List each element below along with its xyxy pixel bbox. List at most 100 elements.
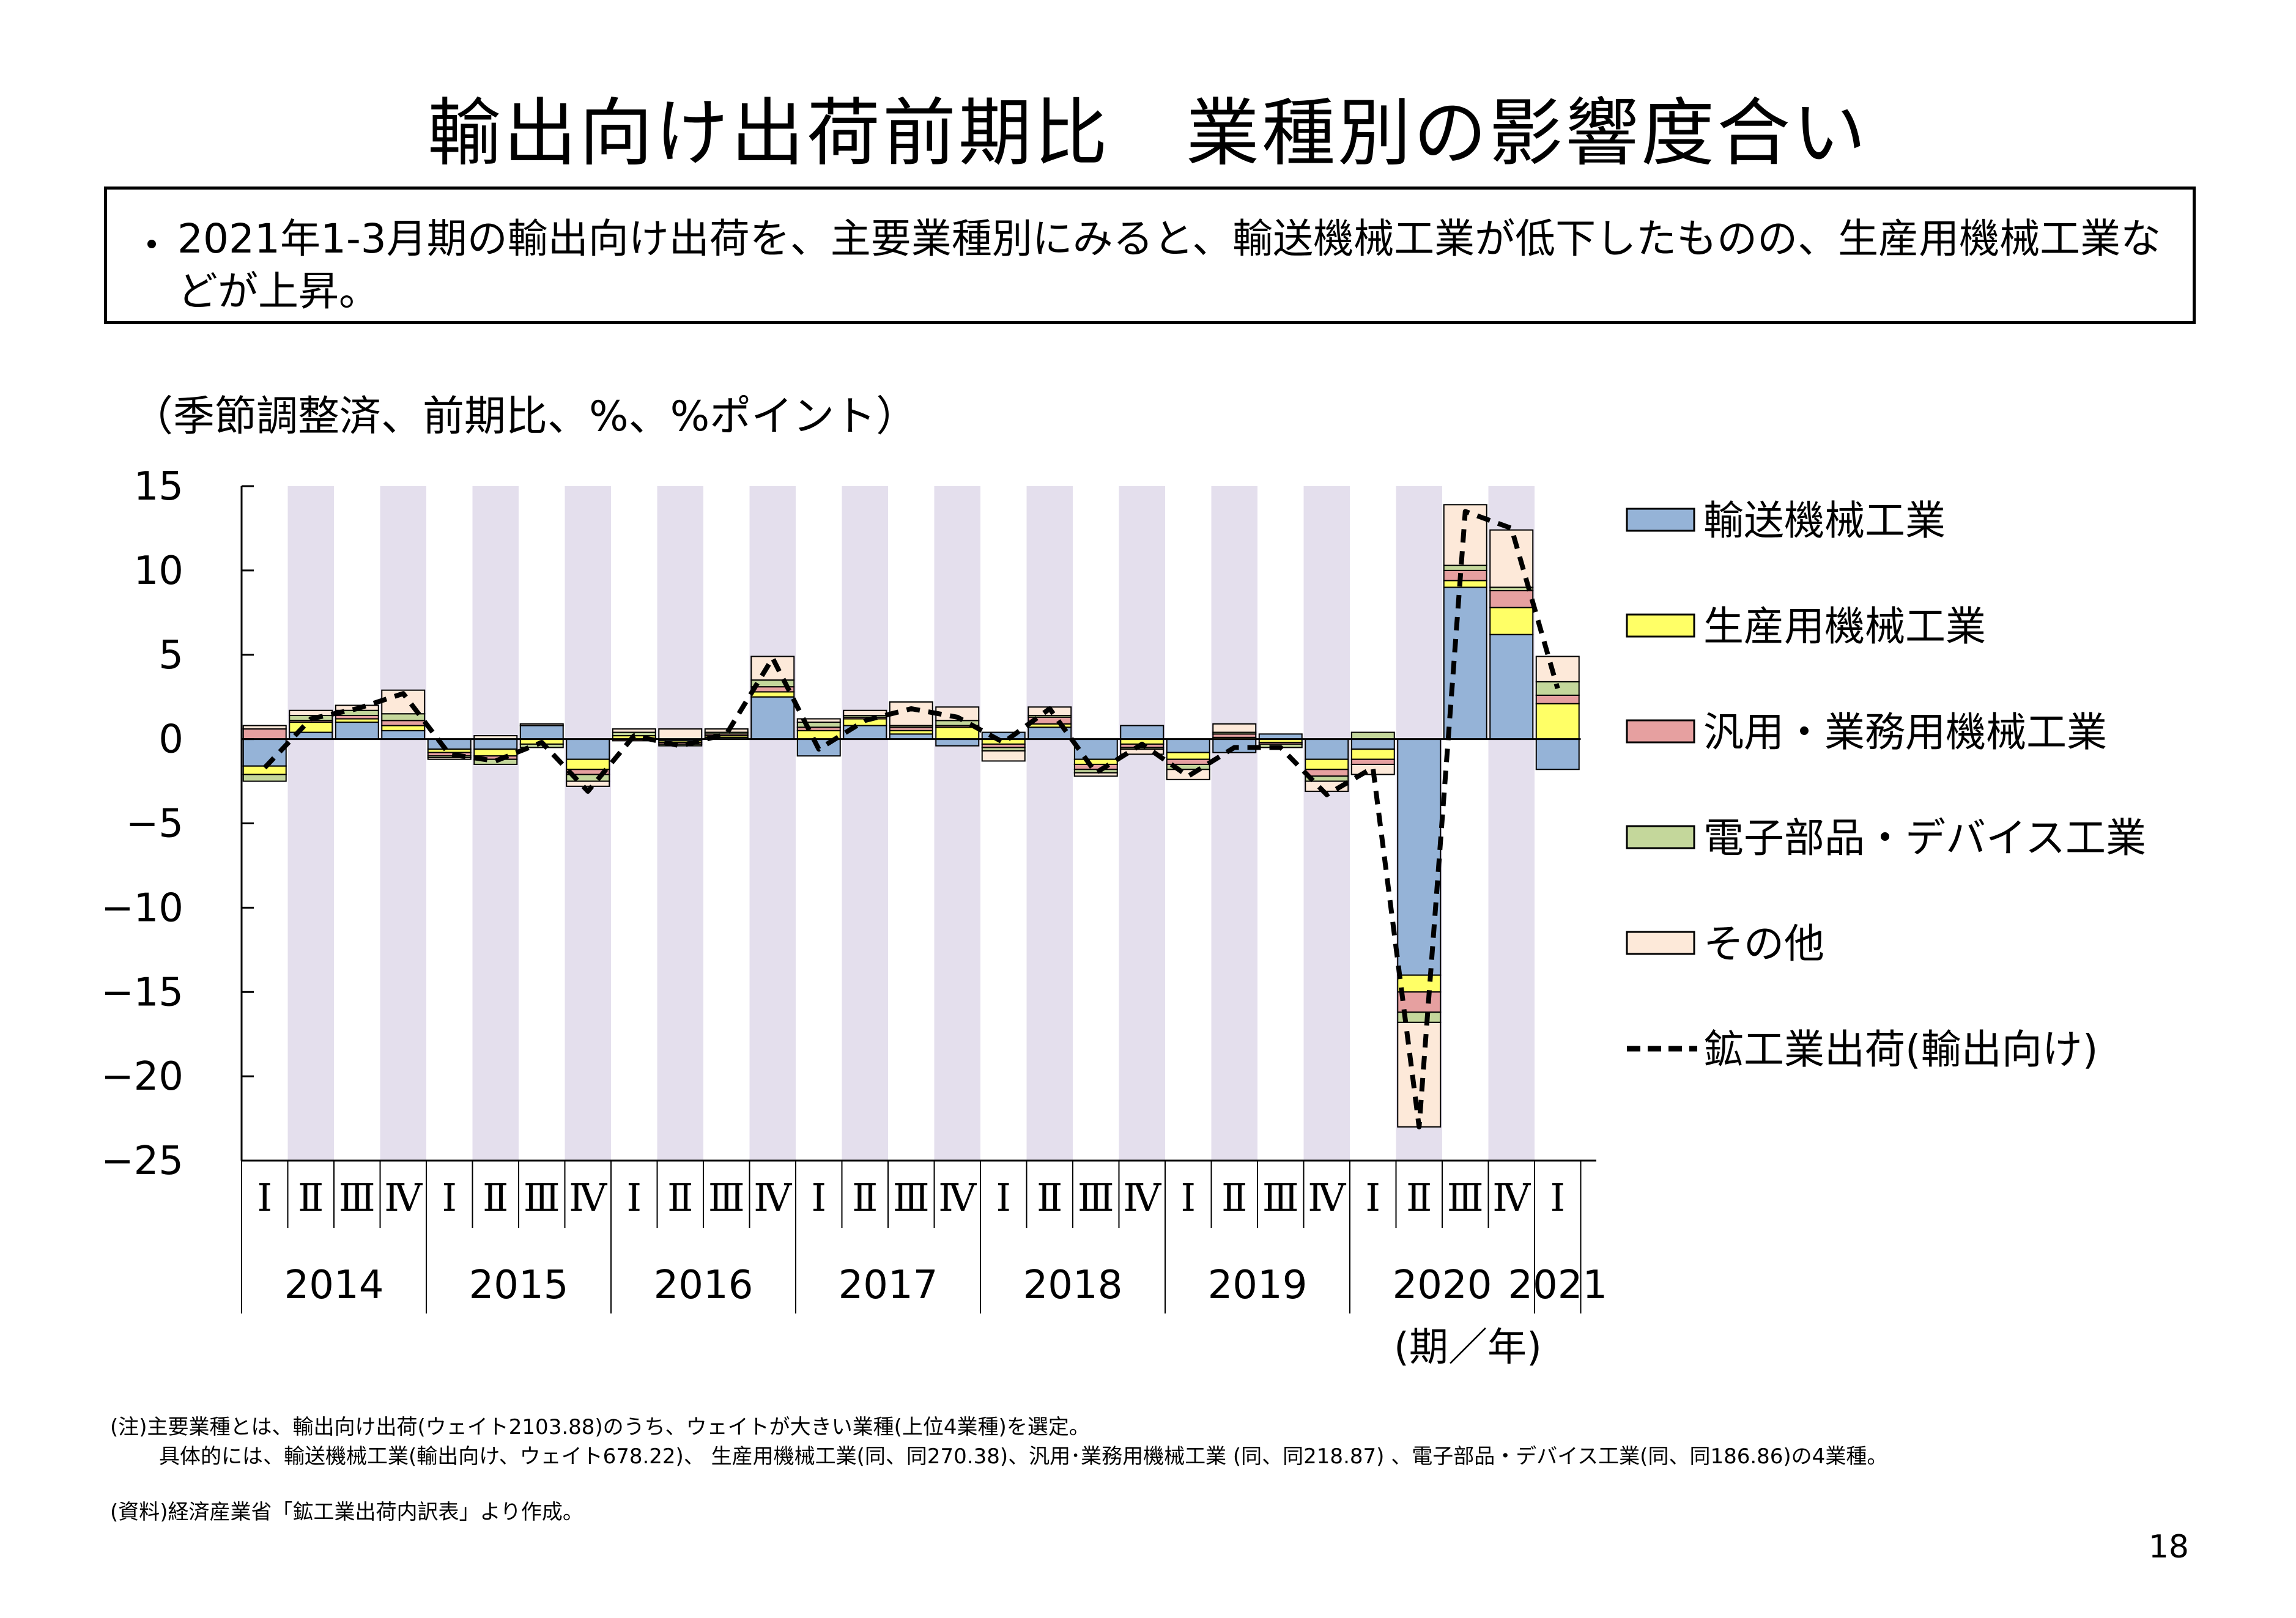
legend-swatch-1 xyxy=(1626,508,1695,532)
quarter-label: Ⅱ xyxy=(298,1175,324,1220)
quarter-label: Ⅰ xyxy=(627,1175,642,1220)
page-number: 18 xyxy=(2148,1529,2189,1565)
bar-segment-1 xyxy=(242,738,287,767)
legend-swatch-5 xyxy=(1626,931,1695,955)
quarter-label: Ⅱ xyxy=(1406,1175,1432,1220)
bar-segment-2 xyxy=(750,691,795,698)
y-tick-label: −20 xyxy=(101,1054,183,1099)
bar-segment-2 xyxy=(1397,974,1442,993)
legend-swatch-2 xyxy=(1626,613,1695,638)
bar-segment-1 xyxy=(1350,738,1395,750)
quarter-band xyxy=(842,486,888,1161)
bar-segment-1 xyxy=(1166,738,1210,753)
y-tick-label: 15 xyxy=(134,464,183,509)
year-label: 2014 xyxy=(284,1263,384,1308)
alternate-quarter-bands xyxy=(287,486,1535,1161)
legend-label-3: 汎用・業務用機械工業 xyxy=(1703,709,2107,756)
summary-bullet: ・ xyxy=(131,222,172,269)
chart-legend: 輸送機械工業生産用機械工業汎用・業務用機械工業電子部品・デバイス工業その他鉱工業… xyxy=(1626,497,2146,1073)
legend-swatch-4 xyxy=(1626,825,1695,849)
quarter-label: Ⅱ xyxy=(1037,1175,1062,1220)
quarter-band xyxy=(287,486,334,1161)
year-label: 2020 xyxy=(1393,1263,1492,1308)
quarter-band xyxy=(1303,486,1350,1161)
bar-segment-4 xyxy=(1443,564,1487,571)
bar-segment-5 xyxy=(566,780,610,787)
year-label: 2018 xyxy=(1023,1263,1123,1308)
y-tick-label: 10 xyxy=(134,549,183,594)
quarter-band xyxy=(380,486,426,1161)
page-title: 輸出向け出荷前期比 業種別の影響度合い xyxy=(428,91,1868,176)
bar-segment-2 xyxy=(381,725,426,731)
bar-segment-3 xyxy=(1535,694,1580,704)
bar-segment-1 xyxy=(1120,725,1165,740)
quarter-label: Ⅰ xyxy=(442,1175,457,1220)
year-label: 2015 xyxy=(469,1263,569,1308)
y-tick-label: −10 xyxy=(101,885,183,931)
bar-segment-2 xyxy=(1350,748,1395,760)
bar-segment-2 xyxy=(1305,758,1349,770)
bar-segment-5 xyxy=(1489,529,1534,588)
bar-segment-2 xyxy=(566,758,610,770)
quarter-label: Ⅳ xyxy=(1492,1175,1531,1220)
bar-segment-3 xyxy=(1443,569,1487,582)
bar-segment-3 xyxy=(242,728,287,740)
y-tick-label: −5 xyxy=(126,802,183,847)
bar-segment-3 xyxy=(1305,769,1349,777)
bar-segment-5 xyxy=(1166,769,1210,780)
legend-label-6: 鉱工業出荷(輸出向け) xyxy=(1703,1026,2098,1073)
quarter-label: Ⅳ xyxy=(938,1175,977,1220)
bar-segment-5 xyxy=(796,718,841,723)
year-label: 2017 xyxy=(839,1263,938,1308)
bar-segment-4 xyxy=(242,774,287,782)
bar-segment-1 xyxy=(381,730,426,740)
export-shipment-line xyxy=(262,509,1560,1129)
year-label: 2021 xyxy=(1508,1263,1607,1308)
bar-segment-1 xyxy=(935,738,980,747)
bar-segment-5 xyxy=(519,723,564,726)
legend-swatch-3 xyxy=(1626,719,1695,744)
quarter-label: Ⅳ xyxy=(754,1175,792,1220)
quarter-band xyxy=(657,486,703,1161)
bar-segment-4 xyxy=(658,743,703,747)
bar-segment-1 xyxy=(519,725,564,740)
quarter-label: Ⅳ xyxy=(1123,1175,1161,1220)
bar-segment-5 xyxy=(981,750,1026,762)
quarter-band xyxy=(934,486,980,1161)
quarter-label: Ⅰ xyxy=(1181,1175,1196,1220)
chart-unit-label: （季節調整済、前期比、%、%ポイント） xyxy=(131,393,918,441)
legend-label-2: 生産用機械工業 xyxy=(1703,603,1986,650)
bar-segment-2 xyxy=(935,726,980,740)
bar-segment-5 xyxy=(658,728,703,740)
summary-box: ・ 2021年1-3月期の輸出向け出荷を、主要業種別にみると、輸送機械工業が低下… xyxy=(104,187,2196,324)
bar-segment-1 xyxy=(1535,738,1580,770)
y-tick-label: 0 xyxy=(158,717,183,763)
quarter-label: Ⅱ xyxy=(1221,1175,1247,1220)
bar-segment-2 xyxy=(289,722,333,733)
bar-segment-2 xyxy=(1073,758,1118,765)
bar-segment-1 xyxy=(566,738,610,760)
quarter-band xyxy=(749,486,796,1161)
bar-segment-5 xyxy=(843,709,887,717)
bar-segment-1 xyxy=(335,722,379,740)
chart-axes xyxy=(240,485,1596,1313)
bar-segment-3 xyxy=(1350,758,1395,765)
quarter-band xyxy=(472,486,519,1161)
quarter-label: Ⅳ xyxy=(384,1175,423,1220)
y-tick-label: −25 xyxy=(101,1139,183,1184)
quarter-band xyxy=(1119,486,1165,1161)
quarter-label: Ⅳ xyxy=(1308,1175,1346,1220)
y-tick-label: 5 xyxy=(158,633,183,678)
bar-segment-5 xyxy=(612,728,656,733)
quarter-label: Ⅱ xyxy=(483,1175,508,1220)
quarter-label: Ⅰ xyxy=(257,1175,273,1220)
y-tick-label: −15 xyxy=(101,970,183,1015)
year-label: 2019 xyxy=(1208,1263,1308,1308)
quarter-label: Ⅱ xyxy=(852,1175,878,1220)
bar-segment-3 xyxy=(1489,589,1534,608)
bar-segment-5 xyxy=(1120,748,1165,755)
bar-segment-5 xyxy=(381,689,426,715)
quarter-label: Ⅲ xyxy=(893,1175,930,1220)
